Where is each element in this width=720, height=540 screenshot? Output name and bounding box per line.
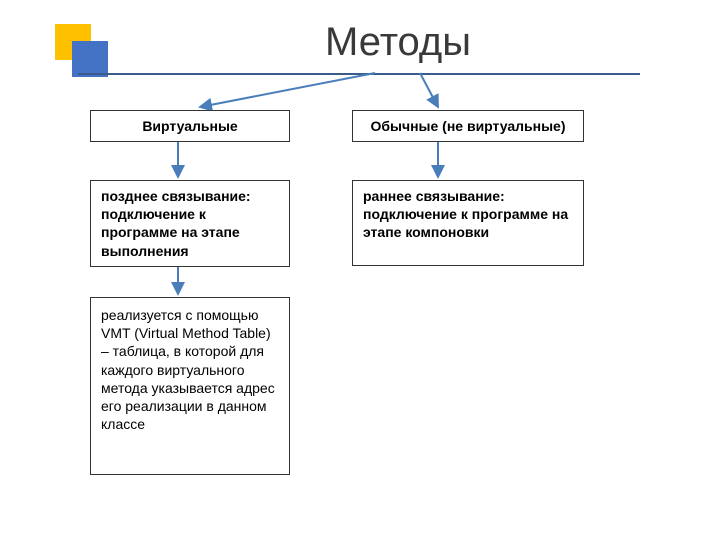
box-late-binding: позднее связывание: подключение к програ… [90, 180, 290, 267]
title-underline [78, 73, 640, 75]
bullet-blue [72, 41, 108, 77]
box-nonvirtual: Обычные (не виртуальные) [352, 110, 584, 142]
page-title: Методы [325, 20, 471, 65]
box-early-binding: раннее связывание: подключение к програм… [352, 180, 584, 266]
box-vmt: реализуется с помощью VMT (Virtual Metho… [90, 297, 290, 475]
box-virtual: Виртуальные [90, 110, 290, 142]
